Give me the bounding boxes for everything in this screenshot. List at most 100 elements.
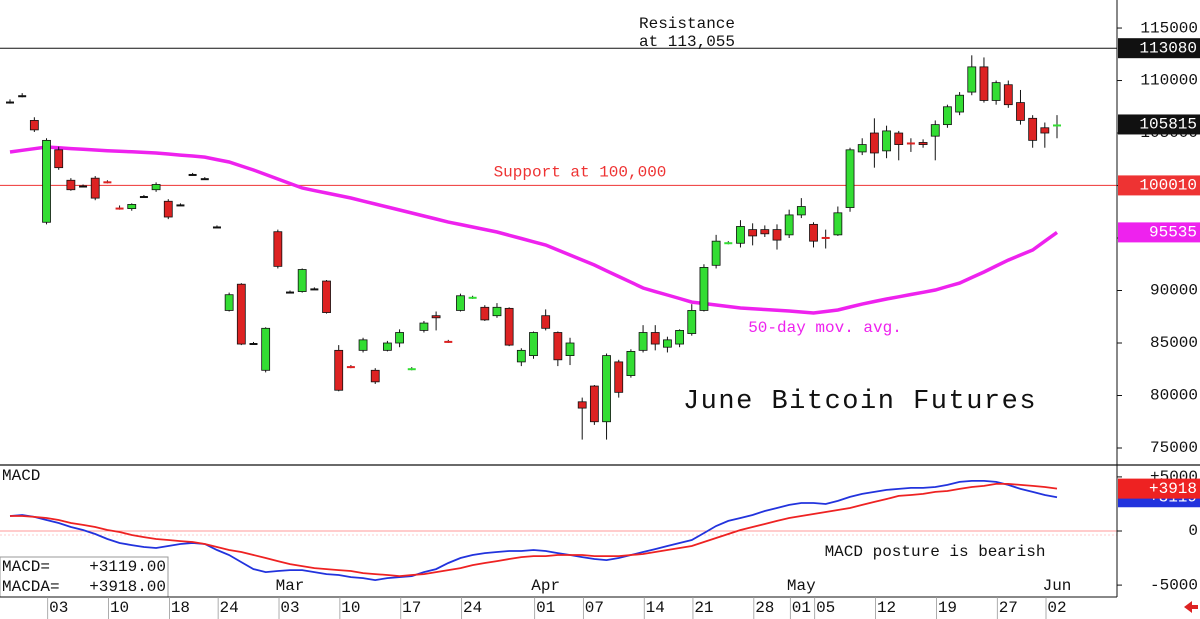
candle-body (906, 142, 915, 145)
candle-body (407, 368, 416, 371)
level-label: 113080 (1139, 39, 1197, 57)
macd-line (10, 483, 1058, 578)
candle-body (334, 349, 344, 391)
candle-body (894, 132, 904, 145)
candle-body (273, 231, 283, 267)
candle-body (626, 351, 636, 376)
candle-body (297, 269, 307, 292)
x-tick-label: 28 (755, 599, 774, 617)
panel-title: MACD (2, 467, 40, 485)
candle-body (54, 149, 64, 169)
annotation: Support at 100,000 (494, 164, 667, 182)
candle-body (346, 366, 355, 369)
x-tick-label: 01 (792, 599, 811, 617)
candle-body (748, 229, 758, 237)
candle-body (163, 200, 173, 218)
candle-body (261, 327, 271, 371)
candle-body (1053, 124, 1061, 127)
x-tick-label: 24 (220, 599, 239, 617)
candle-body (176, 204, 185, 207)
readout-value: +3119.00 (89, 558, 166, 576)
candle-body (638, 332, 648, 351)
readout-value: +3918.00 (89, 578, 166, 596)
candle-body (66, 179, 76, 191)
readout-box (0, 556, 169, 598)
x-tick-label: 21 (694, 599, 713, 617)
candle-body (468, 296, 477, 299)
candle-body (42, 139, 51, 223)
candle-body (565, 342, 575, 357)
candle-body (882, 130, 891, 152)
candle-body (772, 229, 782, 241)
candle-body (103, 181, 112, 184)
macd-last-label: +3918 (1149, 480, 1197, 498)
candle-body (724, 242, 733, 245)
candle-body (139, 196, 148, 199)
month-label: Apr (531, 577, 560, 595)
x-tick-label: 12 (877, 599, 896, 617)
candle-body (419, 322, 429, 331)
x-tick-label: 02 (1047, 599, 1066, 617)
x-tick-label: 05 (816, 599, 835, 617)
candle-body (943, 106, 952, 126)
level-label-box (1118, 175, 1200, 196)
candle-body (577, 401, 587, 409)
candle-body (918, 142, 928, 145)
month-label: Jun (1043, 577, 1072, 595)
scroll-arrow[interactable] (1184, 601, 1198, 613)
candle-body (529, 332, 538, 357)
y-tick-label: 80000 (1150, 387, 1198, 405)
candle-body (784, 214, 794, 236)
candle-body (663, 339, 672, 348)
x-tick-label: 01 (536, 599, 555, 617)
month-label: May (787, 577, 816, 595)
candle-body (249, 343, 258, 346)
candle-body (516, 349, 526, 363)
candle-body (833, 212, 843, 236)
candle-body (456, 295, 465, 311)
readout-name: MACD= (2, 558, 50, 576)
x-tick-label: 19 (938, 599, 957, 617)
candle-body (383, 342, 392, 351)
candle-body (809, 223, 818, 242)
chart-title: June Bitcoin Futures (683, 387, 1037, 417)
candle-body (492, 306, 502, 317)
candle-body (6, 101, 14, 104)
y-tick-label: 110000 (1140, 72, 1198, 90)
candle-body (821, 236, 830, 239)
candle-body (115, 207, 124, 210)
candle-body (711, 240, 721, 266)
y-tick-label: 115000 (1140, 19, 1198, 37)
candle-body (589, 385, 599, 423)
candle-body (1028, 117, 1038, 141)
candle-body (699, 267, 709, 311)
candle-body (979, 66, 989, 101)
candle-body (687, 310, 697, 334)
candle-body (991, 82, 1001, 101)
candle-body (431, 315, 441, 319)
x-tick-label: 18 (171, 599, 190, 617)
readout-name: MACDA= (2, 578, 60, 596)
x-tick-label: 03 (280, 599, 299, 617)
candle-body (310, 288, 319, 291)
candle-body (224, 294, 234, 311)
candle-body (444, 340, 453, 343)
candle-body (504, 307, 514, 346)
candle-body (736, 226, 745, 244)
note: MACD posture is bearish (825, 543, 1046, 561)
level-label-box (1118, 38, 1200, 59)
candle-body (845, 149, 855, 208)
candle-body (553, 332, 563, 361)
candle-body (212, 226, 221, 229)
macd-last-label-box (1118, 478, 1200, 499)
candle-body (151, 184, 161, 191)
macd-line (9, 480, 1058, 582)
candle-body (930, 124, 940, 137)
candle-body (480, 306, 490, 321)
candle-body (18, 95, 27, 98)
candle-body (541, 315, 551, 329)
candle-body (29, 120, 39, 131)
candle-body (236, 283, 246, 345)
